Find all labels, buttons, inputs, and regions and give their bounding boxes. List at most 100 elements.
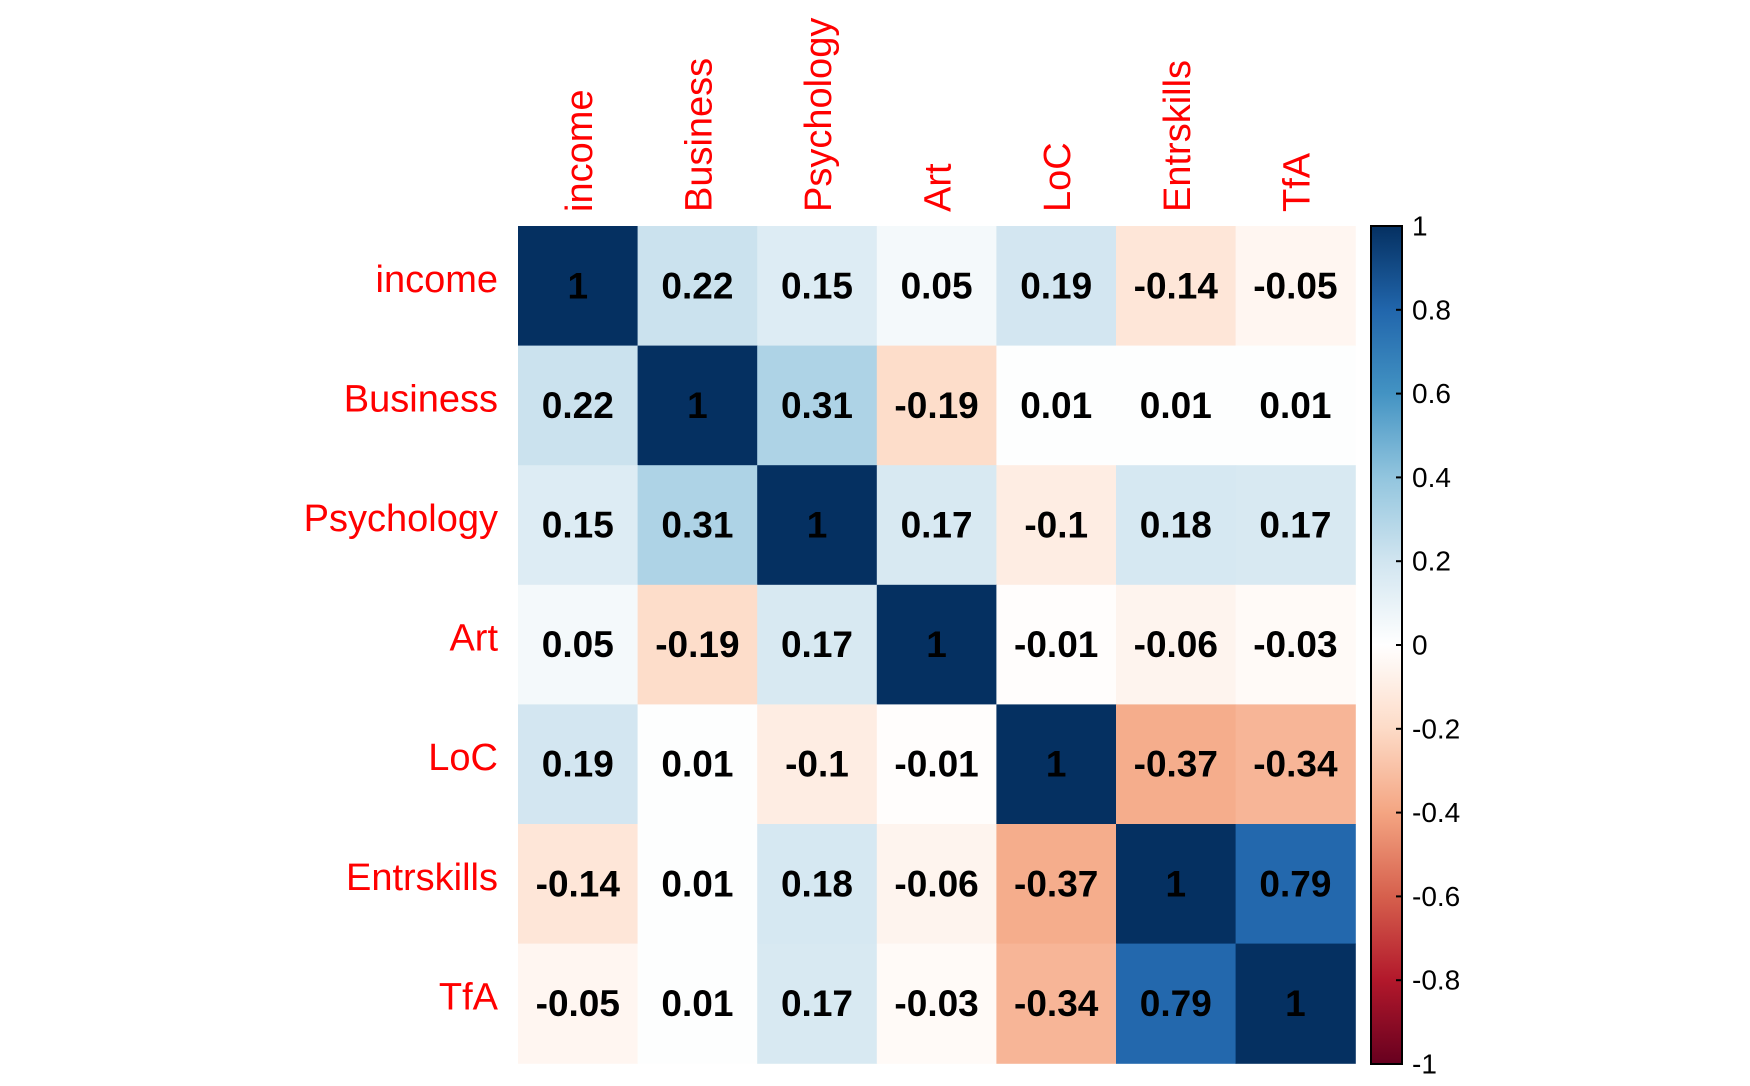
heatmap-cell-TfA-LoC	[996, 943, 1117, 1064]
heatmap-cell-Art-Business	[637, 584, 758, 705]
cell-value-Art-Psychology: 0.17	[781, 624, 853, 665]
heatmap-cell-income-Art	[876, 226, 997, 347]
column-label-income: income	[559, 90, 601, 213]
heatmap-cell-Business-Psychology	[757, 345, 878, 466]
row-labels: income Business Psychology Art LoC Entrskills…	[304, 259, 499, 1019]
cell-value-Art-TfA: -0.03	[1253, 624, 1337, 665]
cell-value-Business-LoC: 0.01	[1020, 385, 1092, 426]
cell-value-Art-Business: -0.19	[655, 624, 739, 665]
cell-value-Entrskills-TfA: 0.79	[1259, 863, 1331, 904]
colorbar-tick-label: -0.2	[1412, 713, 1460, 744]
heatmap-cell-Art-income	[518, 584, 639, 705]
heatmap-cell-Entrskills-Psychology	[757, 824, 878, 945]
heatmap-cell-LoC-Psychology	[757, 704, 878, 825]
cell-value-Psychology-Psychology: 1	[807, 505, 828, 546]
cell-value-TfA-Entrskills: 0.79	[1140, 983, 1212, 1024]
heatmap-cell-Art-LoC	[996, 584, 1117, 705]
heatmap-cell-Entrskills-Business	[637, 824, 758, 945]
colorbar-tick-label: -0.6	[1412, 881, 1460, 912]
heatmap-cell-LoC-Entrskills	[1116, 704, 1237, 825]
heatmap-cell-Business-Entrskills	[1116, 345, 1237, 466]
heatmap-cell-Psychology-Art	[876, 465, 997, 586]
cell-value-LoC-LoC: 1	[1046, 744, 1067, 785]
column-label-TfA: TfA	[1276, 152, 1318, 212]
colorbar-tick-label: -0.4	[1412, 797, 1460, 828]
colorbar-tick-label: 0.2	[1412, 546, 1451, 577]
cell-value-LoC-Art: -0.01	[894, 744, 978, 785]
heatmap-cell-LoC-TfA	[1235, 704, 1356, 825]
cell-value-Business-Business: 1	[687, 385, 708, 426]
cell-value-Psychology-Art: 0.17	[901, 505, 973, 546]
heatmap-cell-Psychology-income	[518, 465, 639, 586]
cell-value-income-LoC: 0.19	[1020, 265, 1092, 306]
heatmap-cell-income-Business	[637, 226, 758, 347]
cell-value-Psychology-LoC: -0.1	[1024, 505, 1088, 546]
heatmap-cell-Entrskills-Entrskills	[1116, 824, 1237, 945]
cell-value-Art-Art: 1	[926, 624, 947, 665]
colorbar-tick-label: 1	[1412, 211, 1428, 242]
colorbar-tick-label: -0.8	[1412, 965, 1460, 996]
heatmap-cell-Art-TfA	[1235, 584, 1356, 705]
cell-value-LoC-TfA: -0.34	[1253, 744, 1338, 785]
heatmap-cell-TfA-TfA	[1235, 943, 1356, 1064]
cell-value-Psychology-Entrskills: 0.18	[1140, 505, 1212, 546]
cell-value-Business-Entrskills: 0.01	[1140, 385, 1212, 426]
column-label-Art: Art	[918, 163, 960, 212]
cell-value-Art-income: 0.05	[542, 624, 614, 665]
cell-value-Entrskills-Psychology: 0.18	[781, 863, 853, 904]
heatmap-cell-Entrskills-income	[518, 824, 639, 945]
heatmap-cell-LoC-income	[518, 704, 639, 825]
cell-value-Entrskills-Entrskills: 1	[1166, 863, 1187, 904]
row-label-income: income	[376, 259, 499, 301]
cell-value-income-Entrskills: -0.14	[1134, 265, 1219, 306]
column-label-LoC: LoC	[1037, 142, 1079, 212]
cell-value-TfA-LoC: -0.34	[1014, 983, 1099, 1024]
colorbar-tick-label: 0.4	[1412, 462, 1451, 493]
row-label-LoC: LoC	[428, 737, 498, 779]
colorbar-tick-label: 0.8	[1412, 294, 1451, 325]
heatmap-cell-LoC-Business	[637, 704, 758, 825]
cell-value-income-Psychology: 0.15	[781, 265, 853, 306]
heatmap-cell-LoC-LoC	[996, 704, 1117, 825]
cell-value-LoC-income: 0.19	[542, 744, 614, 785]
cell-value-Entrskills-Art: -0.06	[894, 863, 978, 904]
heatmap-cell-Psychology-Entrskills	[1116, 465, 1237, 586]
column-label-Entrskills: Entrskills	[1157, 60, 1199, 212]
heatmap-cell-TfA-income	[518, 943, 639, 1064]
cell-value-TfA-Psychology: 0.17	[781, 983, 853, 1024]
heatmap-cell-Art-Art	[876, 584, 997, 705]
cell-value-Psychology-TfA: 0.17	[1259, 505, 1331, 546]
cell-value-Entrskills-LoC: -0.37	[1014, 863, 1098, 904]
cell-value-income-TfA: -0.05	[1253, 265, 1337, 306]
heatmap-cell-TfA-Psychology	[757, 943, 878, 1064]
colorbar-tick-label: -1	[1412, 1049, 1437, 1080]
heatmap-cell-Psychology-LoC	[996, 465, 1117, 586]
heatmap-cell-TfA-Art	[876, 943, 997, 1064]
heatmap-cell-Business-TfA	[1235, 345, 1356, 466]
heatmap-cells	[518, 226, 1356, 1064]
cell-value-LoC-Psychology: -0.1	[785, 744, 849, 785]
cell-value-Art-Entrskills: -0.06	[1134, 624, 1218, 665]
heatmap-cell-income-income	[518, 226, 639, 347]
cell-value-TfA-income: -0.05	[536, 983, 620, 1024]
cell-value-LoC-Entrskills: -0.37	[1134, 744, 1218, 785]
row-label-Entrskills: Entrskills	[346, 857, 498, 899]
heatmap-cell-income-TfA	[1235, 226, 1356, 347]
cell-value-Entrskills-Business: 0.01	[661, 863, 733, 904]
colorbar-tick-label: 0.6	[1412, 378, 1451, 409]
row-label-Business: Business	[344, 378, 498, 420]
heatmap-cell-income-Psychology	[757, 226, 878, 347]
cell-value-TfA-TfA: 1	[1285, 983, 1306, 1024]
heatmap-cell-LoC-Art	[876, 704, 997, 825]
heatmap-cell-Psychology-Psychology	[757, 465, 878, 586]
heatmap-cell-Business-income	[518, 345, 639, 466]
colorbar: 1 0.8 0.6 0.4 0.2 0 -0.2 -0.4 -0.6 -0.8 -1	[1370, 211, 1460, 1080]
column-label-Business: Business	[678, 58, 720, 212]
cell-value-Business-Art: -0.19	[894, 385, 978, 426]
row-label-TfA: TfA	[439, 976, 499, 1018]
cell-value-Art-LoC: -0.01	[1014, 624, 1098, 665]
cell-value-Psychology-income: 0.15	[542, 505, 614, 546]
cell-value-Psychology-Business: 0.31	[661, 505, 733, 546]
